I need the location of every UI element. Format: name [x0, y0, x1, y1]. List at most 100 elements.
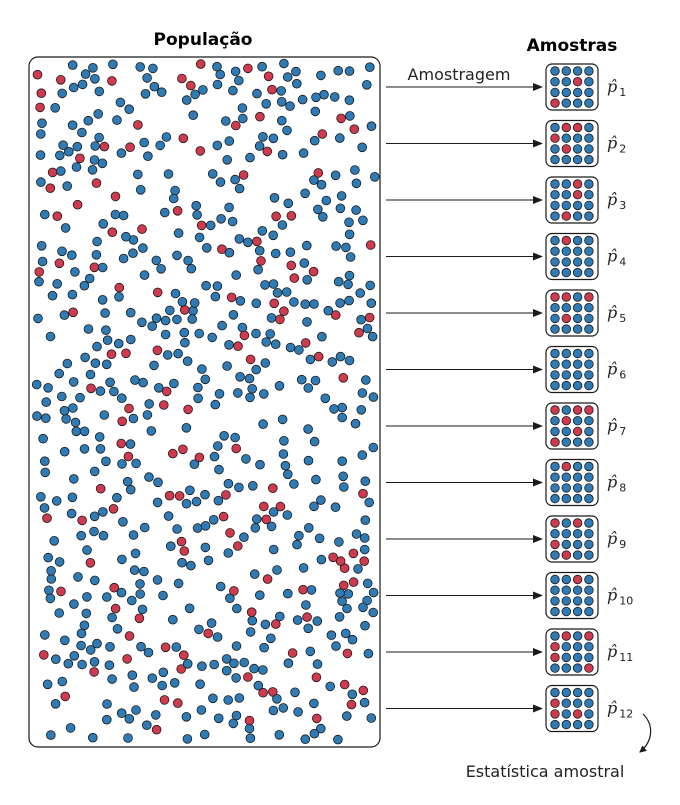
- population-dot-blue: [219, 430, 229, 441]
- sample-dot-blue: [550, 179, 560, 189]
- population-dot-blue: [130, 375, 140, 385]
- population-dot-blue: [104, 660, 115, 670]
- population-dot-blue: [128, 413, 139, 424]
- population-dot-red: [313, 168, 324, 178]
- population-dot-red: [151, 724, 162, 735]
- population-dot-blue: [105, 377, 115, 388]
- population-dot-red: [89, 667, 99, 677]
- population-dot-red: [359, 556, 370, 566]
- population-dot-blue: [221, 116, 231, 126]
- population-dot-red: [55, 75, 66, 85]
- population-dot-blue: [83, 115, 94, 126]
- population-dot-blue: [94, 132, 104, 143]
- population-dot-blue: [93, 109, 103, 119]
- sampling-label: Amostragem: [408, 65, 511, 84]
- population-dot-red: [152, 287, 163, 298]
- population-dot-blue: [301, 600, 311, 610]
- population-dot-blue: [33, 313, 43, 324]
- population-dot-blue: [39, 503, 50, 513]
- sample-dot-blue: [550, 574, 560, 585]
- sample-dot-blue: [561, 483, 572, 493]
- population-dot-blue: [77, 659, 87, 670]
- population-dot-blue: [338, 471, 349, 482]
- sample-dot-blue: [572, 539, 583, 550]
- sample-dot-red: [561, 313, 572, 324]
- population-dot-blue: [172, 250, 182, 261]
- population-dot-blue: [335, 203, 346, 214]
- sample-dot-blue: [584, 76, 594, 87]
- population-dot-blue: [221, 654, 232, 664]
- population-dot-blue: [311, 474, 321, 485]
- population-dot-blue: [208, 514, 219, 525]
- population-dot-blue: [291, 66, 301, 77]
- sample-statistic-label: p̂ 9: [607, 529, 626, 551]
- population-dot-red: [133, 120, 143, 130]
- population-dot-blue: [215, 177, 226, 187]
- population-dot-blue: [309, 728, 320, 739]
- sample-dot-blue: [572, 437, 583, 447]
- population-dot-blue: [170, 185, 180, 196]
- sample-dot-blue: [584, 483, 594, 493]
- sample-dot-blue: [561, 303, 572, 313]
- population-dot-red: [221, 490, 231, 500]
- population-dot-blue: [364, 62, 375, 72]
- population-dot-blue: [125, 307, 136, 318]
- sample-box: [545, 402, 599, 450]
- population-dot-red: [233, 541, 243, 551]
- sample-dot-blue: [561, 698, 572, 708]
- sample-dot-blue: [572, 211, 583, 221]
- population-dot-blue: [40, 467, 50, 478]
- population-dot-blue: [137, 317, 147, 328]
- population-dot-blue: [251, 298, 262, 309]
- population-dot-blue: [151, 255, 162, 266]
- population-dot-blue: [192, 523, 203, 533]
- population-dot-blue: [57, 676, 68, 687]
- population-dot-blue: [98, 530, 109, 541]
- population-dot-blue: [200, 374, 211, 385]
- population-dot-red: [286, 211, 297, 221]
- population-dot-blue: [363, 648, 374, 659]
- population-dot-blue: [112, 492, 122, 503]
- population-dot-blue: [127, 595, 137, 606]
- sample-statistic-label: p̂ 10: [607, 586, 633, 608]
- population-dot-red: [354, 327, 364, 338]
- samples-column: p̂ 1 p̂ 2 p̂ 3 p̂ 4 p̂ 5 p̂ 6 p̂ 7 p̂ 8 p̂ 9 p̂ 10 p̂ 11 p̂ 12: [386, 63, 633, 733]
- population-dot-blue: [181, 498, 192, 509]
- population-dot-red: [302, 612, 312, 622]
- population-dot-blue: [261, 99, 272, 109]
- sample-dot-blue: [584, 267, 594, 278]
- population-dot-blue: [241, 454, 251, 464]
- population-dot-blue: [268, 544, 279, 555]
- population-dot-blue: [105, 641, 115, 652]
- population-dot-red: [174, 491, 185, 501]
- population-dot-blue: [209, 451, 220, 462]
- sample-dot-blue: [572, 359, 583, 369]
- population-dot-blue: [248, 480, 258, 491]
- population-dot-blue: [181, 711, 192, 722]
- population-dot-blue: [282, 588, 293, 599]
- population-dot-blue: [118, 516, 128, 527]
- population-dot-red: [95, 483, 106, 494]
- population-dot-red: [338, 372, 349, 383]
- population-dot-blue: [250, 523, 261, 533]
- population-dot-blue: [314, 533, 325, 544]
- population-dot-blue: [168, 193, 179, 204]
- sample-dot-blue: [584, 189, 594, 200]
- population-dot-blue: [80, 69, 91, 79]
- sample-dot-red: [572, 189, 583, 200]
- population-dot-blue: [344, 95, 355, 105]
- population-dot-red: [110, 191, 121, 202]
- sample-dot-blue: [550, 87, 560, 98]
- sample-dot-red: [550, 709, 560, 719]
- population-dot-blue: [97, 294, 108, 305]
- population-dot-blue: [117, 554, 127, 565]
- population-dot-blue: [351, 529, 362, 539]
- population-dot-blue: [138, 377, 148, 388]
- sample-dot-blue: [561, 257, 572, 267]
- population-dot-blue: [189, 459, 200, 470]
- population-dot-blue: [225, 593, 235, 603]
- population-dot-blue: [232, 603, 242, 614]
- population-dot-blue: [252, 88, 262, 99]
- population-dot-blue: [157, 680, 168, 691]
- population-dot-blue: [249, 663, 259, 674]
